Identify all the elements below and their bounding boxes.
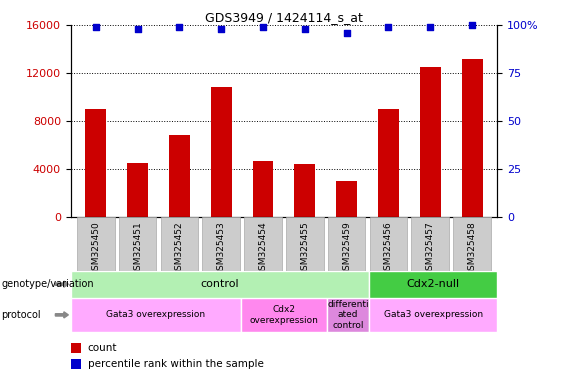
Bar — [244, 217, 282, 271]
Bar — [71, 343, 81, 353]
Text: GSM325455: GSM325455 — [301, 221, 309, 276]
Bar — [453, 217, 491, 271]
Text: Cdx2-null: Cdx2-null — [407, 279, 460, 289]
Text: GSM325451: GSM325451 — [133, 221, 142, 276]
Bar — [71, 298, 241, 332]
Title: GDS3949 / 1424114_s_at: GDS3949 / 1424114_s_at — [205, 11, 363, 24]
Point — [426, 24, 435, 30]
Text: Gata3 overexpression: Gata3 overexpression — [384, 310, 483, 319]
Point — [468, 22, 477, 28]
Bar — [420, 67, 441, 217]
Text: protocol: protocol — [1, 310, 41, 320]
Text: control: control — [201, 279, 239, 289]
Text: GSM325457: GSM325457 — [426, 221, 435, 276]
Bar — [85, 109, 106, 217]
Bar — [211, 88, 232, 217]
Bar — [241, 298, 327, 332]
Point — [91, 24, 100, 30]
Bar — [160, 217, 198, 271]
Bar — [378, 109, 399, 217]
Bar — [327, 298, 370, 332]
Bar — [77, 217, 115, 271]
Point — [216, 26, 225, 32]
Bar — [370, 217, 407, 271]
Bar — [119, 217, 157, 271]
Text: GSM325450: GSM325450 — [91, 221, 100, 276]
Bar — [336, 181, 357, 217]
Bar — [127, 163, 148, 217]
Point — [258, 24, 267, 30]
Point — [133, 26, 142, 32]
Text: differenti
ated
control: differenti ated control — [327, 300, 369, 330]
Bar — [253, 161, 273, 217]
Text: GSM325453: GSM325453 — [217, 221, 225, 276]
Bar — [286, 217, 324, 271]
Point — [384, 24, 393, 30]
Bar — [71, 271, 370, 298]
Point — [175, 24, 184, 30]
Bar — [370, 298, 497, 332]
Text: GSM325452: GSM325452 — [175, 221, 184, 276]
Bar — [294, 164, 315, 217]
Bar — [328, 217, 366, 271]
Text: GSM325458: GSM325458 — [468, 221, 477, 276]
Text: Gata3 overexpression: Gata3 overexpression — [106, 310, 206, 319]
Text: genotype/variation: genotype/variation — [1, 279, 94, 289]
Bar — [370, 271, 497, 298]
Point — [301, 26, 310, 32]
Text: percentile rank within the sample: percentile rank within the sample — [88, 359, 263, 369]
Bar — [462, 59, 483, 217]
Point — [342, 30, 351, 36]
Text: GSM325459: GSM325459 — [342, 221, 351, 276]
Bar — [169, 136, 190, 217]
Bar — [411, 217, 449, 271]
Bar — [71, 359, 81, 369]
Text: GSM325456: GSM325456 — [384, 221, 393, 276]
Text: GSM325454: GSM325454 — [259, 221, 267, 276]
Text: Cdx2
overexpression: Cdx2 overexpression — [250, 305, 318, 324]
Bar — [202, 217, 240, 271]
Text: count: count — [88, 343, 117, 353]
